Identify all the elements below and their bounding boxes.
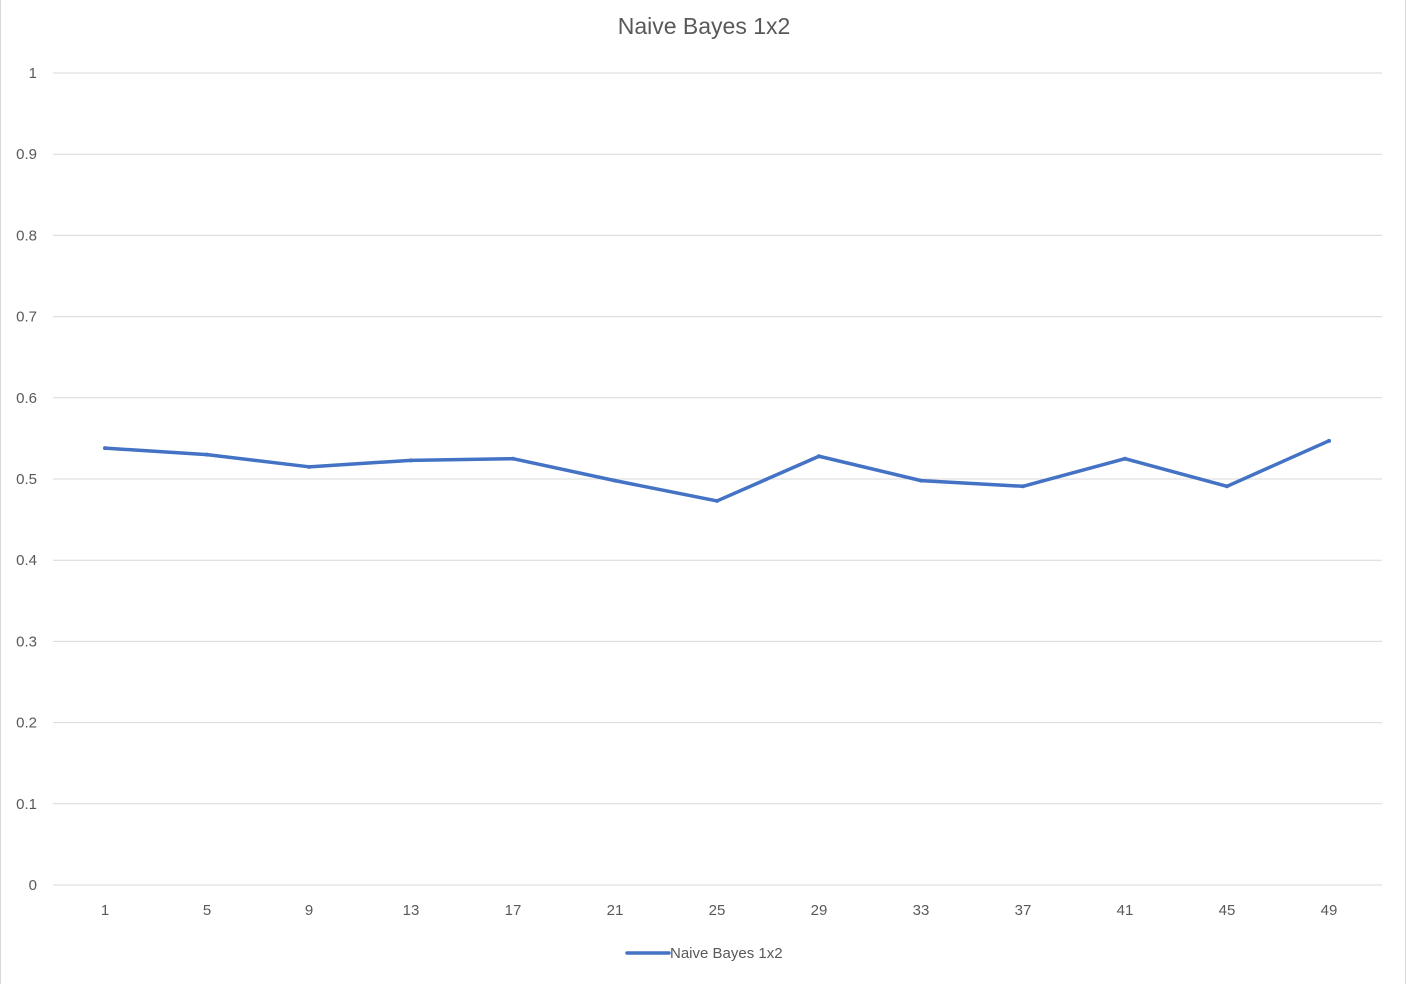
data-point [511, 456, 515, 461]
y-tick-label: 0.6 [16, 390, 37, 407]
data-point [1225, 484, 1229, 489]
y-tick-label: 0.7 [16, 309, 37, 326]
x-tick-label: 9 [305, 902, 313, 919]
y-tick-label: 0.3 [16, 633, 37, 650]
data-point [715, 498, 719, 503]
y-tick-label: 0.5 [16, 471, 37, 488]
x-tick-label: 13 [403, 902, 420, 919]
chart-title: Naive Bayes 1x2 [618, 13, 791, 39]
data-point [409, 458, 413, 463]
x-tick-label: 5 [203, 902, 211, 919]
data-point [205, 452, 209, 457]
data-point [307, 464, 311, 469]
gridlines [53, 72, 1382, 886]
y-tick-label: 1 [29, 65, 37, 82]
y-axis-ticks: 0 0.1 0.2 0.3 0.4 0.5 0.6 0.7 0.8 0.9 1 [16, 65, 37, 894]
data-point [103, 446, 107, 451]
legend-label: Naive Bayes 1x2 [670, 945, 783, 962]
x-tick-label: 41 [1117, 902, 1134, 919]
y-tick-label: 0 [29, 877, 37, 894]
x-axis-ticks: 1 5 9 13 17 21 25 29 33 37 41 45 49 [101, 902, 1338, 919]
legend: Naive Bayes 1x2 [625, 945, 783, 962]
x-tick-label: 29 [811, 902, 828, 919]
data-point [817, 454, 821, 459]
x-tick-label: 49 [1321, 902, 1338, 919]
y-tick-label: 0.9 [16, 146, 37, 163]
data-point [1327, 438, 1331, 443]
y-tick-label: 0.2 [16, 715, 37, 732]
x-tick-label: 21 [607, 902, 624, 919]
x-tick-label: 33 [913, 902, 930, 919]
x-tick-label: 45 [1219, 902, 1236, 919]
y-tick-label: 0.4 [16, 552, 37, 569]
x-tick-label: 1 [101, 902, 109, 919]
data-point [1123, 456, 1127, 461]
y-tick-label: 0.1 [16, 796, 37, 813]
series-line [103, 439, 1331, 503]
data-point [613, 478, 617, 483]
data-point [919, 478, 923, 483]
x-tick-label: 17 [505, 902, 522, 919]
series-layer [103, 438, 1331, 503]
x-tick-label: 37 [1015, 902, 1032, 919]
x-tick-label: 25 [709, 902, 726, 919]
data-point [1021, 484, 1025, 489]
y-tick-label: 0.8 [16, 227, 37, 244]
